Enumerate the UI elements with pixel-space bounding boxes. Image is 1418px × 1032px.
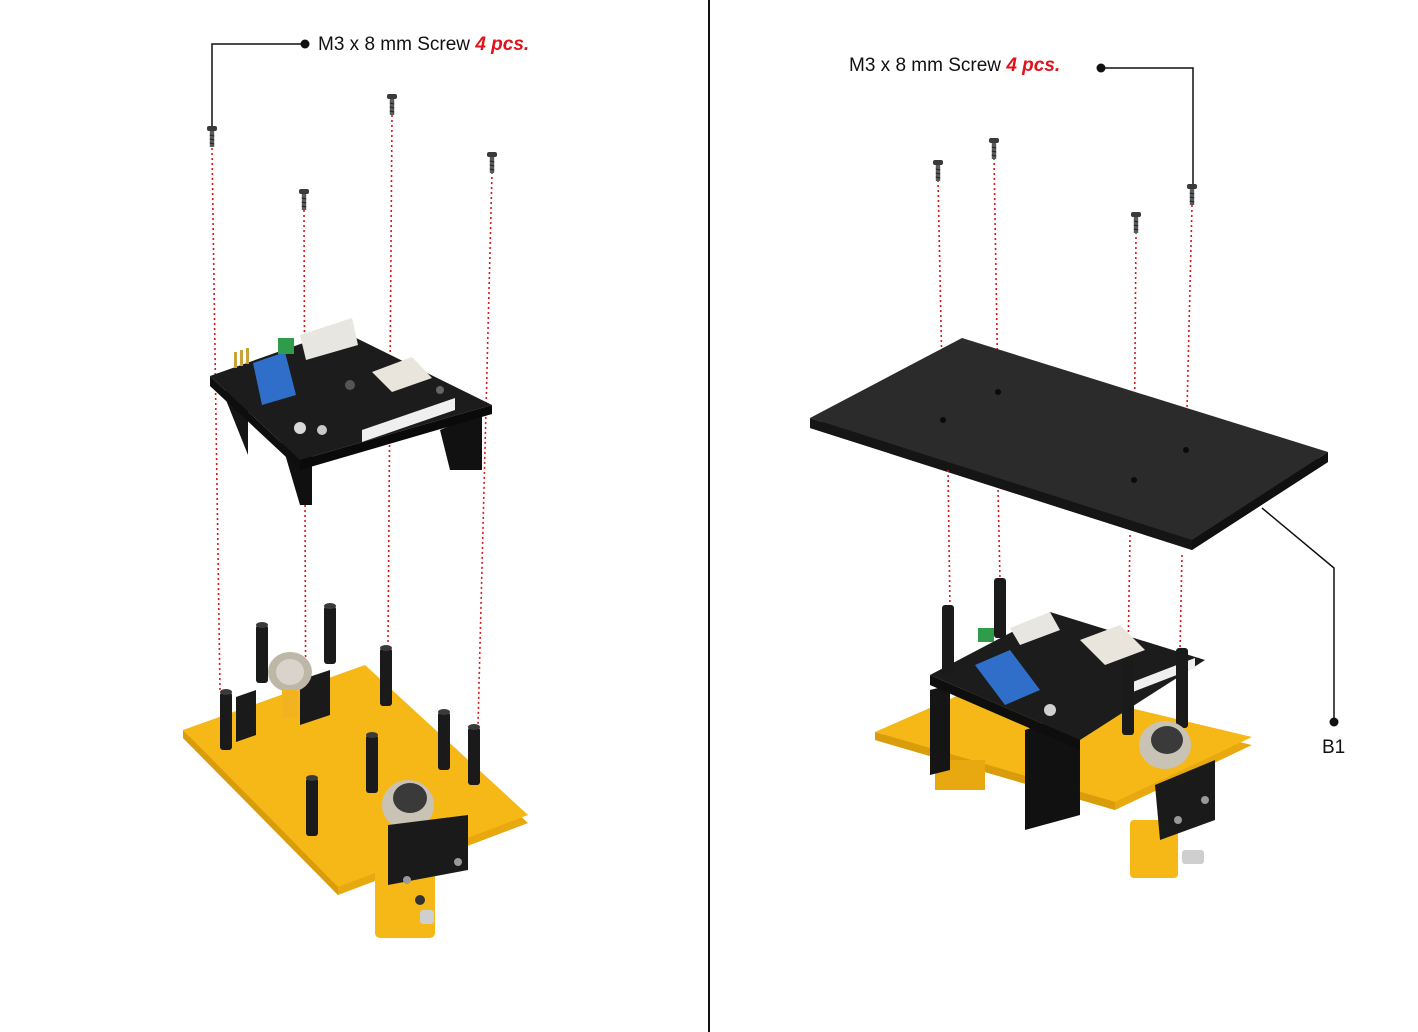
b1-leader-dot (1329, 717, 1339, 727)
motor-assembly-rear (236, 652, 330, 742)
left-assembly-step (183, 39, 528, 938)
right-guide-lines-lower (947, 469, 1183, 661)
right-callout-dot (1096, 63, 1106, 73)
left-screw-callout: M3 x 8 mm Screw 4 pcs. (318, 35, 529, 54)
b1-leader (1261, 507, 1335, 720)
left-callout-leader (211, 43, 305, 130)
motor-assembly-front (375, 780, 468, 938)
assembled-standoffs (942, 578, 1188, 735)
screw-icon (1130, 211, 1142, 234)
screw-icon (206, 125, 218, 148)
screw-icon (298, 188, 310, 211)
screw-icon (1186, 183, 1198, 206)
left-callout-dot (300, 39, 310, 49)
right-callout-leader (1101, 67, 1194, 188)
right-assembly-step (810, 63, 1339, 878)
screw-icon (386, 93, 398, 116)
assembled-motor (1139, 721, 1215, 840)
screw-icon (486, 151, 498, 174)
screw-icon (988, 137, 1000, 160)
plate-part-label: B1 (1322, 737, 1346, 758)
screw-quantity: 4 pcs. (1006, 55, 1061, 76)
screw-label: M3 x 8 mm Screw (849, 55, 1002, 76)
assembled-control-board (930, 612, 1205, 830)
screw-icon (932, 159, 944, 182)
control-board (210, 318, 492, 505)
right-screw-callout: M3 x 8 mm Screw 4 pcs. (849, 56, 1060, 75)
screw-quantity: 4 pcs. (475, 34, 530, 55)
top-plate-b1 (810, 338, 1328, 550)
screw-label: M3 x 8 mm Screw (318, 34, 471, 55)
